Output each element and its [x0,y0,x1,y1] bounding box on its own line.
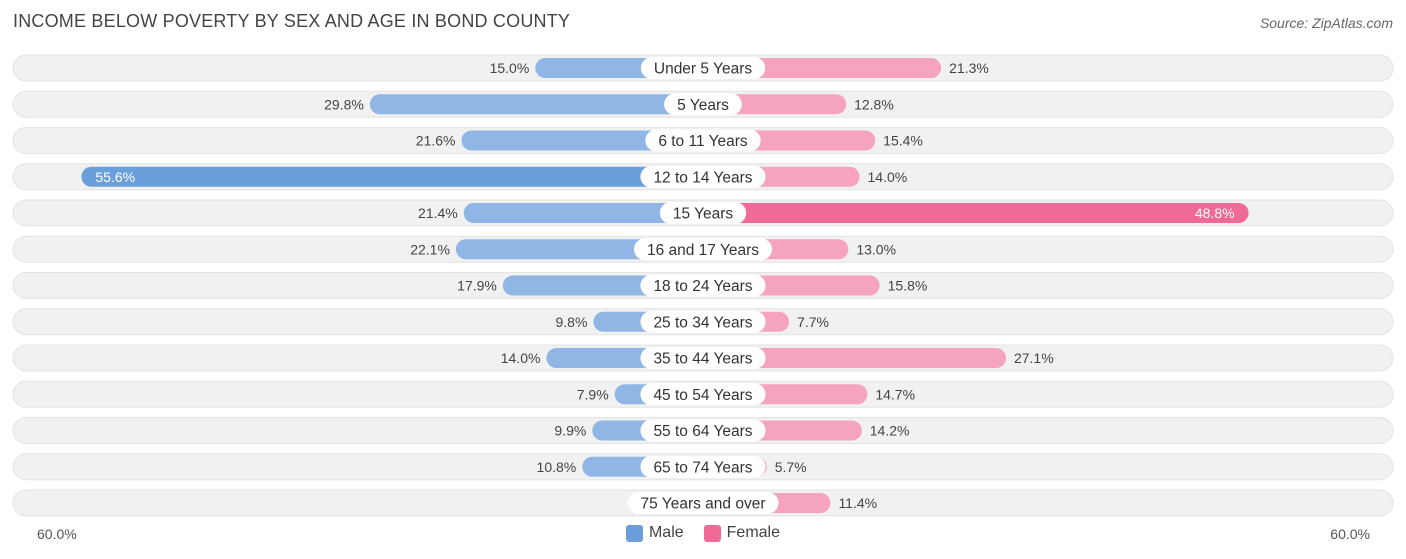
category-pill [640,455,766,478]
female-value-label: 5.7% [775,459,807,475]
female-value-label: 14.7% [875,386,915,402]
male-value-label: 7.9% [577,386,609,402]
female-value-label: 11.4% [838,495,877,511]
male-value-label: 14.0% [501,350,541,366]
legend-swatch-male [625,524,643,542]
axis-min-label: 60.0% [37,526,77,542]
female-value-label: 48.8% [1195,205,1235,221]
category-pill [633,238,773,261]
category-pill [640,383,766,406]
male-value-label: 15.0% [490,60,530,76]
bar-chart: 15.0% 21.3% Under 5 Years 29.8% 12.8% 5 Years… [12,54,1394,517]
category-label: 15 Years [673,206,734,223]
female-value-label: 12.8% [854,96,894,112]
category-pill [640,347,766,369]
category-label: 6 to 11 Years [658,133,748,150]
legend-item-female: Female [703,524,781,542]
category-pill [645,129,761,152]
legend-item-male: Male [625,524,684,542]
female-value-label: 13.0% [856,241,896,257]
category-label: 75 Years and over [641,496,766,513]
category-pill [640,57,766,79]
category-label: 18 to 24 Years [653,278,752,295]
chart-source: Source: ZipAtlas.com [1259,15,1393,31]
male-bar [81,166,704,187]
male-value-label: 9.9% [554,423,586,439]
category-pill [659,202,747,224]
legend-label-female: Female [726,524,781,541]
female-value-label: 21.3% [949,60,989,76]
male-value-label: 10.8% [537,459,577,475]
category-pill [664,93,742,116]
female-value-label: 27.1% [1014,350,1054,366]
female-value-label: 15.4% [883,133,923,149]
legend-label-male: Male [648,524,684,541]
axis-max-label: 60.0% [1330,526,1370,542]
male-value-label: 29.8% [324,96,364,112]
female-bar [703,203,1249,223]
category-label: 65 to 74 Years [653,459,752,476]
category-label: 55 to 64 Years [653,423,752,440]
female-value-label: 14.2% [870,423,910,439]
category-label: 25 to 34 Years [653,314,752,331]
male-value-label: 22.1% [410,241,450,257]
male-value-label: 9.8% [556,314,588,330]
category-label: 35 to 44 Years [653,351,752,368]
male-value-label: 21.6% [416,133,456,149]
female-value-label: 7.7% [797,314,829,330]
female-bar [703,348,1006,368]
female-value-label: 15.8% [888,278,928,294]
legend-swatch-female [703,524,721,542]
category-label: 12 to 14 Years [653,169,752,186]
male-value-label: 55.6% [95,169,135,185]
male-bar [461,130,703,151]
male-value-label: 17.9% [457,278,497,294]
male-bar [369,94,703,115]
male-bar [463,203,703,223]
category-pill [640,419,766,442]
legend: Male Female [0,524,1406,542]
category-pill [640,165,766,188]
category-label: 5 Years [677,97,729,114]
chart-title: INCOME BELOW POVERTY BY SEX AND AGE IN B… [13,11,571,31]
male-value-label: 21.4% [418,205,458,221]
category-label: 45 to 54 Years [653,387,752,404]
category-label: Under 5 Years [654,61,752,78]
category-pill [640,274,766,297]
female-value-label: 14.0% [868,169,908,185]
category-pill [640,310,766,333]
category-pill [627,492,779,514]
category-label: 16 and 17 Years [647,242,759,259]
